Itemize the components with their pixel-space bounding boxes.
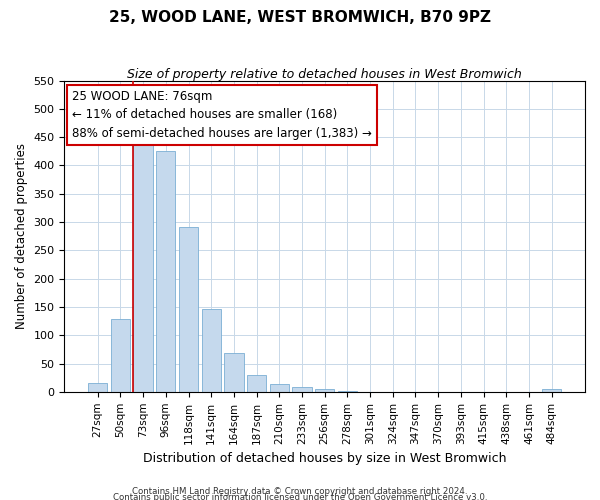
Text: 25 WOOD LANE: 76sqm
← 11% of detached houses are smaller (168)
88% of semi-detac: 25 WOOD LANE: 76sqm ← 11% of detached ho… [72,90,372,140]
Bar [315,389,334,392]
Y-axis label: Number of detached properties: Number of detached properties [15,143,28,329]
Title: Size of property relative to detached houses in West Bromwich: Size of property relative to detached ho… [127,68,522,80]
Bar [269,384,289,392]
Bar [156,152,175,392]
X-axis label: Distribution of detached houses by size in West Bromwich: Distribution of detached houses by size … [143,452,506,465]
Bar [88,384,107,392]
Bar [247,375,266,392]
Bar [292,386,311,392]
Bar [133,144,153,392]
Text: Contains public sector information licensed under the Open Government Licence v3: Contains public sector information licen… [113,492,487,500]
Bar [542,389,562,392]
Text: Contains HM Land Registry data © Crown copyright and database right 2024.: Contains HM Land Registry data © Crown c… [132,487,468,496]
Bar [111,320,130,392]
Bar [224,354,244,392]
Bar [179,227,198,392]
Text: 25, WOOD LANE, WEST BROMWICH, B70 9PZ: 25, WOOD LANE, WEST BROMWICH, B70 9PZ [109,10,491,25]
Bar [202,308,221,392]
